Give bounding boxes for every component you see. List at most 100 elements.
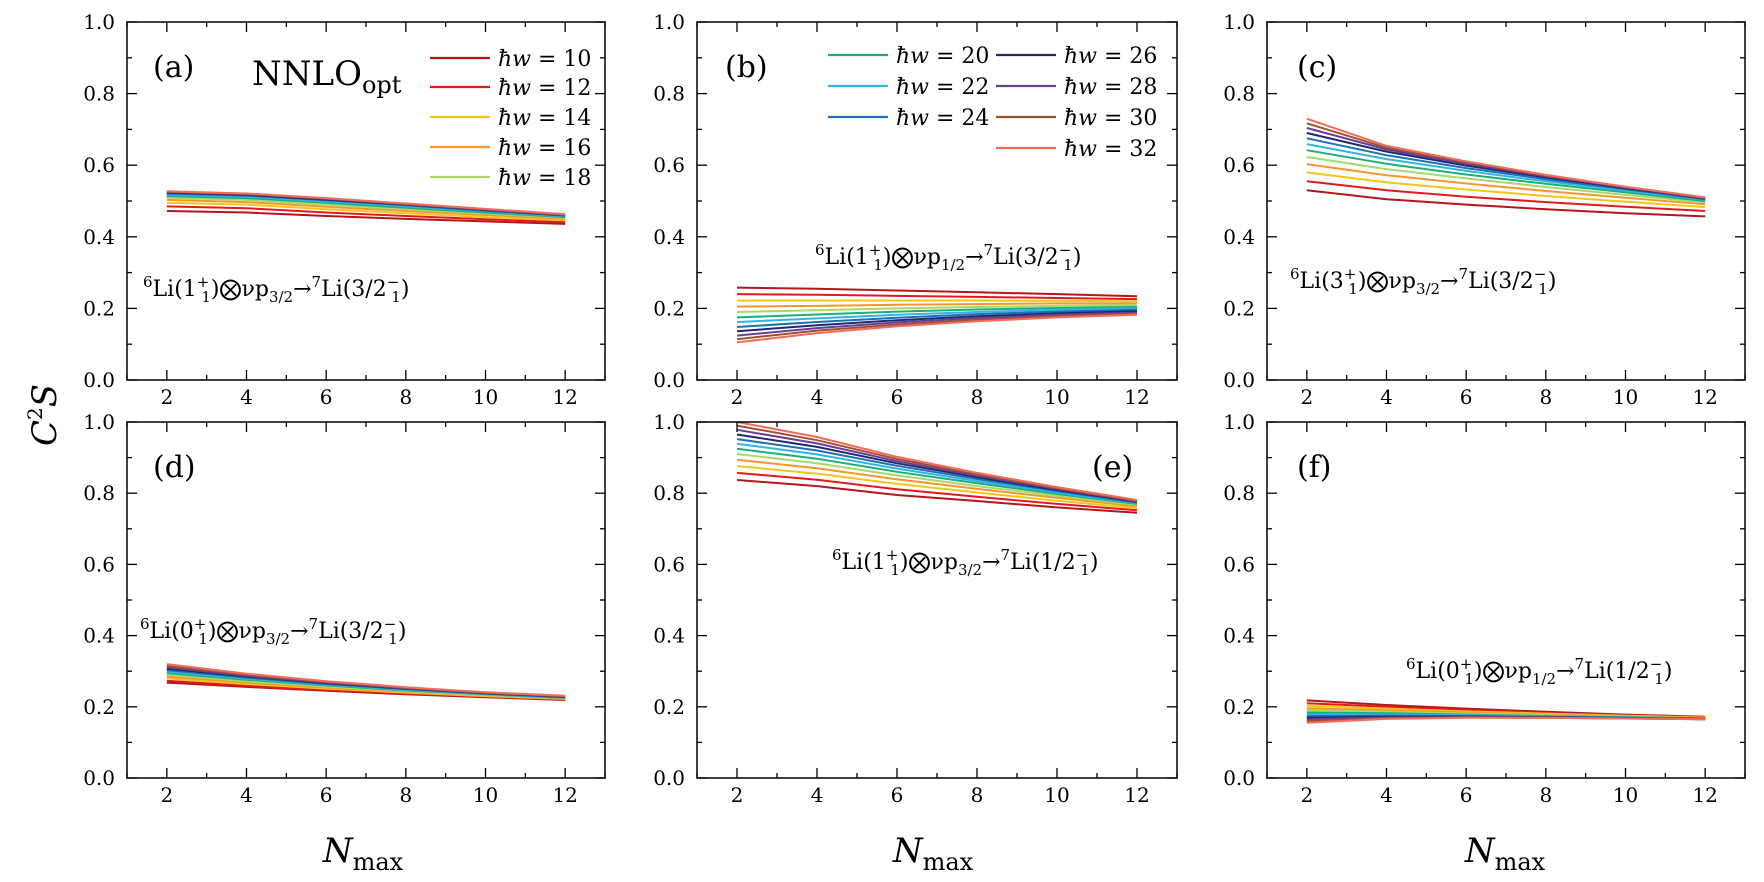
reaction-label: 6Li(1+ 1)⨂νp3/2→7Li(3/2− 1) [143,273,409,306]
series-line-14 [1306,171,1706,209]
series-line-30 [736,312,1138,341]
y-tick-label: 0.6 [653,552,685,576]
panel-label: (d) [153,450,196,485]
x-tick-label: 2 [731,783,744,807]
panel-label: (c) [1297,50,1337,85]
y-tick-label: 1.0 [83,10,115,34]
y-tick-label: 0.2 [653,695,685,719]
y-axis-title-main: C [25,420,65,446]
panel-label: (a) [153,50,194,85]
x-tick-label: 8 [971,385,984,409]
series-line-32 [1306,716,1706,724]
y-tick-label: 0.0 [83,766,115,790]
model-label: NNLOopt [252,54,402,99]
y-tick-label: 0.6 [83,552,115,576]
x-tick-label: 4 [811,783,824,807]
series-line-22 [1306,143,1706,201]
series-line-16 [736,458,1138,508]
x-tick-label: 8 [971,783,984,807]
x-tick-label: 4 [240,783,253,807]
y-tick-label: 0.6 [1223,552,1255,576]
legend-entry-24: ħw = 24 [828,106,989,131]
y-tick-label: 0.8 [83,82,115,106]
series-group [1306,699,1706,724]
x-tick-label: 4 [1380,385,1393,409]
series-line-18 [736,304,1138,313]
reaction-label: 6Li(1+ 1)⨂νp1/2→7Li(3/2− 1) [815,241,1081,274]
x-tick-label: 6 [891,783,904,807]
panel-b: 2 4 6 8 10 12 0.0 0.2 0.4 0.6 0.8 1.0 (b) 6Li(1+ 1)⨂νp… [653,10,1178,409]
x-tick-label: 10 [1613,783,1638,807]
series-line-24 [736,308,1138,328]
legend-entry-22: ħw = 22 [828,75,989,100]
y-tick-label: 0.2 [1223,695,1255,719]
y-tick-label: 0.0 [1223,368,1255,392]
series-line-32 [166,190,566,216]
legend-label: ħw = 28 [1064,75,1157,100]
y-axis-title-tail: S [25,384,65,407]
x-tick-label: 2 [160,783,173,807]
x-tick-label: 10 [1613,385,1638,409]
y-tick-label: 0.0 [653,766,685,790]
y-tick-label: 0.8 [1223,82,1255,106]
x-tick-label: 2 [1300,385,1313,409]
x-axis-title-c: Nmax [1464,831,1546,876]
series-line-12 [736,293,1138,301]
x-tick-label: 8 [399,385,412,409]
series-line-10 [736,286,1138,298]
y-tick-label: 1.0 [1223,10,1255,34]
legend-label: ħw = 24 [896,106,989,131]
legend-label: ħw = 30 [1064,106,1157,131]
legend-label: ħw = 12 [498,76,591,101]
y-tick-label: 0.6 [1223,153,1255,177]
plot-frame [1266,421,1746,779]
series-line-14 [736,465,1138,510]
legend-label: ħw = 22 [896,75,989,100]
series-line-30 [736,424,1138,502]
series-line-18 [1306,156,1706,204]
x-tick-label: 12 [552,783,577,807]
legend-entry-18: ħw = 18 [430,166,591,191]
x-tick-label: 12 [1124,783,1149,807]
series-line-12 [1306,180,1706,212]
y-tick-label: 0.6 [83,153,115,177]
reaction-label: 6Li(3+ 1)⨂νp3/2→7Li(3/2− 1) [1290,265,1556,298]
legend-entry-16: ħw = 16 [430,136,591,161]
y-tick-label: 0.2 [1223,296,1255,320]
legend-label: ħw = 20 [896,44,989,69]
series-line-32 [736,313,1138,344]
legend-entry-20: ħw = 20 [828,44,989,69]
x-tick-label: 12 [1692,385,1717,409]
panel-label: (b) [725,50,768,85]
series-line-10 [736,479,1138,514]
series-line-16 [736,302,1137,308]
y-tick-label: 0.8 [83,481,115,505]
x-tick-label: 8 [399,783,412,807]
panel-d: 2 4 6 8 10 12 0.0 0.2 0.4 0.6 0.8 1.0 (d) 6Li(0+ 1)⨂νp… [83,410,606,807]
x-tick-label: 10 [473,783,498,807]
x-tick-label: 4 [240,385,253,409]
x-tick-label: 10 [1044,783,1069,807]
y-axis-title: C2S [23,384,65,446]
legend-label: ħw = 14 [498,106,591,131]
x-tick-label: 6 [1460,385,1473,409]
series-line-22 [736,307,1138,323]
series-line-18 [736,453,1138,506]
series-line-10 [166,210,566,225]
y-tick-label: 0.0 [653,368,685,392]
x-axis-title-a: Nmax [322,831,404,876]
panel-c: 2 4 6 8 10 12 0.0 0.2 0.4 0.6 0.8 1.0 (c) 6Li(3+ 1)⨂νp… [1223,10,1746,409]
panel-a: 2 4 6 8 10 12 0.0 0.2 0.4 0.6 0.8 1.0 (a) 6Li(1+ 1)⨂νp… [83,10,606,409]
panel-label: (e) [1092,450,1133,485]
x-tick-label: 2 [160,385,173,409]
y-tick-label: 1.0 [83,410,115,434]
legend-label: ħw = 16 [498,136,591,161]
x-tick-label: 12 [1692,783,1717,807]
reaction-label: 6Li(0+ 1)⨂νp1/2→7Li(1/2− 1) [1406,655,1672,688]
series-line-20 [166,195,566,219]
y-tick-label: 0.4 [653,624,685,648]
y-tick-label: 0.2 [83,695,115,719]
y-tick-label: 0.0 [1223,766,1255,790]
series-line-10 [1306,189,1706,218]
series-line-14 [737,299,1138,303]
